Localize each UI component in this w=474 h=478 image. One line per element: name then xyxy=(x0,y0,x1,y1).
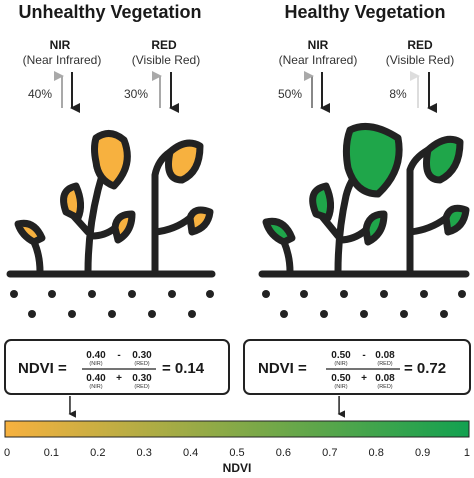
formula-result: = 0.14 xyxy=(162,360,205,377)
numerator-red-sub: (RED) xyxy=(377,361,392,367)
unhealthy-plant-icon xyxy=(14,130,214,276)
nir-label: NIR xyxy=(50,38,71,52)
red-label: RED xyxy=(407,38,433,52)
numerator-red-sub: (RED) xyxy=(134,361,149,367)
ndvi-tick-label: 0.4 xyxy=(183,447,198,459)
red-reflectance: 30% xyxy=(124,87,148,101)
numerator-red: 0.30 xyxy=(132,350,152,361)
nir-label: NIR xyxy=(308,38,329,52)
denominator-op: + xyxy=(116,373,122,384)
ndvi-tick-label: 0.6 xyxy=(276,447,291,459)
panel-title: Unhealthy Vegetation xyxy=(18,2,201,22)
red-sublabel: (Visible Red) xyxy=(132,53,200,67)
numerator-nir-sub: (NIR) xyxy=(89,361,102,367)
denominator-nir: 0.40 xyxy=(86,373,106,384)
ndvi-tick-label: 0.5 xyxy=(229,447,244,459)
ndvi-tick-label: 0.8 xyxy=(369,447,384,459)
ndvi-scale-title: NDVI xyxy=(223,461,252,475)
nir-reflectance: 50% xyxy=(278,87,302,101)
soil-dots xyxy=(262,290,466,318)
nir-sublabel: (Near Infrared) xyxy=(23,53,102,67)
numerator-nir-sub: (NIR) xyxy=(334,361,347,367)
numerator-op: - xyxy=(362,350,365,361)
ndvi-scale: 0 0.1 0.2 0.3 0.4 0.5 0.6 0.7 0.8 0.9 1 NDVI xyxy=(4,396,470,475)
denominator-nir-sub: (NIR) xyxy=(334,384,347,390)
numerator-op: - xyxy=(117,350,120,361)
soil-dots xyxy=(10,290,214,318)
denominator-red: 0.30 xyxy=(132,373,152,384)
formula-lhs: NDVI = xyxy=(18,360,67,377)
red-reflectance: 8% xyxy=(389,87,407,101)
numerator-red: 0.08 xyxy=(375,350,395,361)
ndvi-tick-label: 0.9 xyxy=(415,447,430,459)
ndvi-formula-box: NDVI = 0.50 - 0.08 (NIR) (RED) 0.50 + 0.… xyxy=(243,339,471,395)
formula-result: = 0.72 xyxy=(404,360,446,377)
formula-lhs: NDVI = xyxy=(258,360,307,377)
ndvi-tick-label: 0.2 xyxy=(90,447,105,459)
red-sublabel: (Visible Red) xyxy=(386,53,454,67)
ndvi-formula-box: NDVI = 0.40 - 0.30 (NIR) (RED) 0.40 + 0.… xyxy=(4,339,230,395)
panel-healthy: Healthy Vegetation NIR (Near Infrared) R… xyxy=(243,2,471,395)
ndvi-tick-label: 1 xyxy=(464,447,470,459)
panel-unhealthy: Unhealthy Vegetation NIR (Near Infrared)… xyxy=(4,2,230,395)
numerator-nir: 0.50 xyxy=(331,350,351,361)
numerator-nir: 0.40 xyxy=(86,350,106,361)
nir-reflectance: 40% xyxy=(28,87,52,101)
denominator-red-sub: (RED) xyxy=(134,384,149,390)
denominator-op: + xyxy=(361,373,367,384)
ndvi-tick-label: 0.1 xyxy=(44,447,59,459)
nir-sublabel: (Near Infrared) xyxy=(279,53,358,67)
denominator-nir-sub: (NIR) xyxy=(89,384,102,390)
healthy-plant-icon xyxy=(262,122,470,276)
ndvi-tick-label: 0 xyxy=(4,447,10,459)
denominator-nir: 0.50 xyxy=(331,373,351,384)
denominator-red-sub: (RED) xyxy=(377,384,392,390)
ndvi-tick-label: 0.7 xyxy=(322,447,337,459)
denominator-red: 0.08 xyxy=(375,373,395,384)
ndvi-color-bar xyxy=(4,420,470,438)
red-label: RED xyxy=(151,38,177,52)
panel-title: Healthy Vegetation xyxy=(284,2,445,22)
ndvi-tick-labels: 0 0.1 0.2 0.3 0.4 0.5 0.6 0.7 0.8 0.9 1 xyxy=(4,447,470,459)
ndvi-tick-label: 0.3 xyxy=(137,447,152,459)
